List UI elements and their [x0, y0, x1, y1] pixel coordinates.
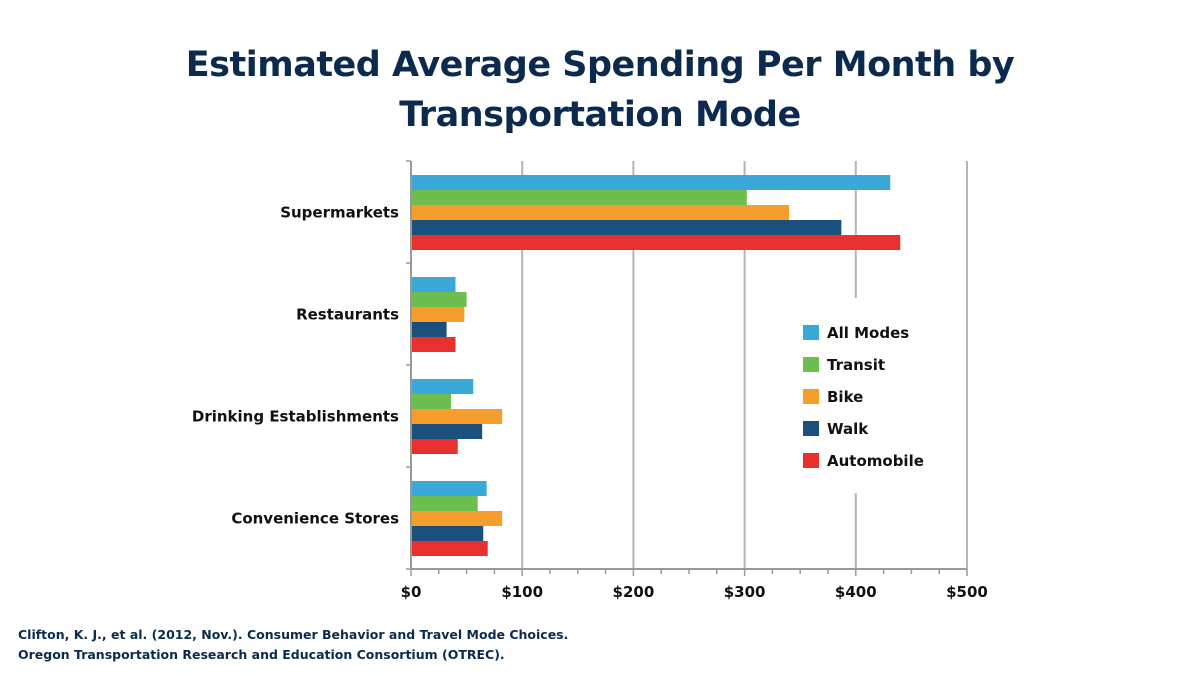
bar-supermarkets-transit [411, 190, 747, 205]
bars [411, 175, 901, 556]
bar-drinking-establishments-all-modes [411, 379, 474, 394]
bar-convenience-stores-walk [411, 526, 484, 541]
x-tick-label: $500 [946, 583, 988, 601]
x-tick-label: $100 [501, 583, 543, 601]
bar-supermarkets-bike [411, 205, 790, 220]
axes [406, 160, 968, 576]
category-label: Restaurants [296, 306, 399, 324]
bar-drinking-establishments-walk [411, 424, 483, 439]
bar-drinking-establishments-automobile [411, 439, 458, 454]
bar-convenience-stores-transit [411, 496, 478, 511]
legend: All Modes Transit Bike Walk Automobile [803, 324, 924, 470]
legend-label: Walk [827, 420, 869, 438]
legend-swatch-bike [803, 389, 819, 404]
chart-title-line-1: Estimated Average Spending Per Month by [185, 45, 1015, 85]
x-tick-label: $300 [724, 583, 766, 601]
category-label: Supermarkets [280, 204, 399, 222]
source-citation: Clifton, K. J., et al. (2012, Nov.). Con… [18, 625, 568, 665]
bar-drinking-establishments-bike [411, 409, 503, 424]
bar-restaurants-all-modes [411, 277, 456, 292]
chart-title: Estimated Average Spending Per Month by … [0, 40, 1200, 140]
bar-drinking-establishments-transit [411, 394, 452, 409]
legend-label: Automobile [827, 452, 924, 470]
x-tick-label: $400 [835, 583, 877, 601]
bar-restaurants-walk [411, 322, 447, 337]
legend-swatch-all-modes [803, 325, 819, 340]
legend-label: Transit [827, 356, 885, 374]
legend-swatch-automobile [803, 453, 819, 468]
bar-supermarkets-all-modes [411, 175, 891, 190]
legend-label: All Modes [827, 324, 909, 342]
bar-convenience-stores-automobile [411, 541, 488, 556]
category-label: Drinking Establishments [192, 408, 399, 426]
x-tick-labels: $0 $100 $200 $300 $400 $500 [401, 583, 988, 601]
source-line-2: Oregon Transportation Research and Educa… [18, 647, 505, 662]
category-labels: Supermarkets Restaurants Drinking Establis… [192, 204, 399, 528]
x-tick-label: $200 [613, 583, 655, 601]
bar-convenience-stores-bike [411, 511, 503, 526]
bar-restaurants-transit [411, 292, 467, 307]
legend-swatch-walk [803, 421, 819, 436]
chart-title-line-2: Transportation Mode [399, 95, 801, 135]
bar-supermarkets-automobile [411, 235, 901, 250]
bar-supermarkets-walk [411, 220, 842, 235]
bar-restaurants-bike [411, 307, 465, 322]
legend-label: Bike [827, 388, 863, 406]
source-line-1: Clifton, K. J., et al. (2012, Nov.). Con… [18, 627, 569, 642]
legend-swatch-transit [803, 357, 819, 372]
x-tick-label: $0 [401, 583, 422, 601]
bar-convenience-stores-all-modes [411, 481, 487, 496]
category-label: Convenience Stores [231, 510, 399, 528]
bar-restaurants-automobile [411, 337, 456, 352]
